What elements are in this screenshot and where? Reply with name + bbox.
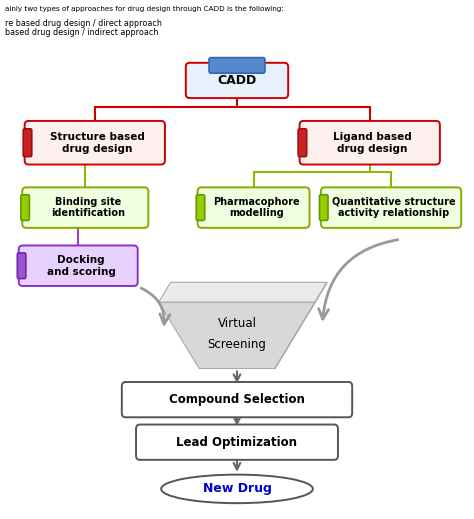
FancyBboxPatch shape [319, 195, 328, 221]
Text: CADD: CADD [218, 74, 256, 87]
Ellipse shape [161, 474, 313, 503]
FancyBboxPatch shape [19, 245, 138, 286]
FancyBboxPatch shape [21, 195, 29, 221]
FancyBboxPatch shape [298, 129, 307, 157]
Text: Ligand based
drug design: Ligand based drug design [333, 132, 412, 154]
FancyBboxPatch shape [300, 121, 440, 165]
Text: Lead Optimization: Lead Optimization [176, 435, 298, 449]
Text: re based drug design / direct approach: re based drug design / direct approach [5, 19, 162, 28]
FancyBboxPatch shape [25, 121, 165, 165]
Text: ainly two types of approaches for drug design through CADD is the following:: ainly two types of approaches for drug d… [5, 6, 283, 12]
Text: Structure based
drug design: Structure based drug design [50, 132, 145, 154]
FancyBboxPatch shape [18, 253, 26, 279]
Polygon shape [159, 282, 327, 302]
FancyBboxPatch shape [186, 63, 288, 98]
FancyBboxPatch shape [22, 187, 148, 228]
FancyBboxPatch shape [321, 187, 461, 228]
Text: based drug design / indirect approach: based drug design / indirect approach [5, 28, 158, 37]
Text: New Drug: New Drug [202, 482, 272, 496]
FancyBboxPatch shape [198, 187, 310, 228]
Text: Docking
and scoring: Docking and scoring [46, 255, 116, 277]
Text: Screening: Screening [208, 338, 266, 351]
Text: Pharmacophore
modelling: Pharmacophore modelling [213, 197, 300, 218]
FancyBboxPatch shape [122, 382, 352, 417]
Text: Compound Selection: Compound Selection [169, 393, 305, 406]
Text: Binding site
identification: Binding site identification [51, 197, 125, 218]
Text: Virtual: Virtual [218, 317, 256, 331]
FancyBboxPatch shape [196, 195, 205, 221]
Text: Quantitative structure
activity relationship: Quantitative structure activity relation… [332, 197, 456, 218]
FancyBboxPatch shape [209, 58, 265, 73]
FancyBboxPatch shape [136, 425, 338, 460]
FancyBboxPatch shape [23, 129, 32, 157]
Polygon shape [275, 282, 327, 368]
Polygon shape [159, 302, 315, 368]
